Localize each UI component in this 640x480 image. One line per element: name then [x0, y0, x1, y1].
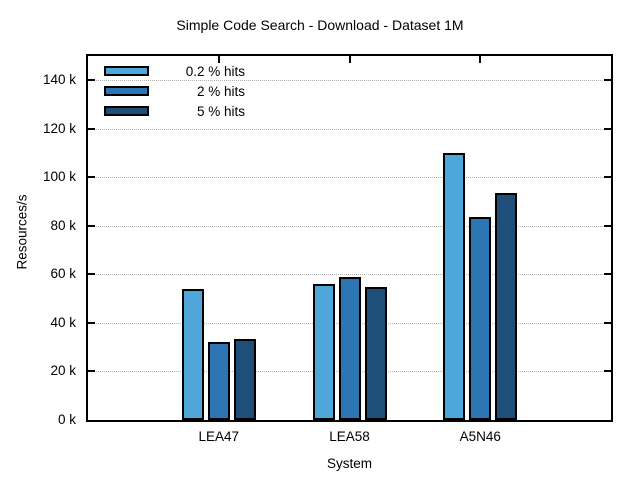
y-tick-label: 100 k — [42, 169, 76, 185]
legend-item: 2 % hits — [104, 81, 245, 101]
legend-item: 5 % hits — [104, 101, 245, 121]
x-tick-mark — [217, 56, 220, 63]
y-tick-mark — [88, 321, 95, 324]
y-tick-mark — [604, 224, 611, 227]
legend-swatch — [104, 86, 149, 96]
bar-lea58-series1 — [338, 276, 361, 420]
y-tick-mark — [604, 127, 611, 130]
legend-swatch — [104, 106, 149, 116]
bar-lea58-series0 — [312, 284, 335, 420]
y-tick-mark — [604, 79, 611, 82]
x-tick-label: A5N46 — [459, 429, 501, 444]
y-tick-mark — [604, 273, 611, 276]
gridline — [88, 128, 611, 130]
legend-label: 0.2 % hits — [185, 63, 245, 79]
x-tick-label: LEA47 — [198, 429, 240, 444]
bar-a5n46-series0 — [443, 153, 466, 420]
y-tick-mark — [604, 370, 611, 373]
x-tick-mark — [348, 56, 351, 63]
y-tick-mark — [88, 273, 95, 276]
plot-area — [86, 54, 613, 422]
legend-item: 0.2 % hits — [104, 61, 245, 81]
legend-swatch — [104, 66, 149, 76]
x-tick-label: LEA58 — [329, 429, 370, 444]
y-tick-mark — [88, 224, 95, 227]
y-tick-label: 120 k — [42, 120, 76, 136]
x-axis-label: System — [326, 456, 372, 471]
gridline — [88, 225, 611, 227]
y-tick-mark — [88, 127, 95, 130]
gridline — [88, 274, 611, 276]
y-tick-mark — [604, 321, 611, 324]
x-tick-mark — [479, 56, 482, 63]
bar-a5n46-series1 — [469, 217, 492, 420]
y-tick-label: 40 k — [50, 314, 76, 330]
y-tick-mark — [88, 370, 95, 373]
gridline — [88, 177, 611, 179]
gridline — [88, 80, 611, 82]
y-tick-label: 80 k — [50, 217, 76, 233]
y-tick-label: 20 k — [50, 363, 76, 379]
chart-title: Simple Code Search - Download - Dataset … — [176, 17, 464, 33]
bar-lea58-series2 — [364, 286, 387, 420]
legend: 0.2 % hits 2 % hits 5 % hits — [104, 61, 245, 121]
bar-lea47-series1 — [207, 342, 230, 420]
bar-a5n46-series2 — [495, 193, 518, 420]
legend-label: 2 % hits — [196, 83, 245, 99]
y-tick-mark — [88, 176, 95, 179]
y-tick-label: 140 k — [42, 72, 76, 88]
bar-lea47-series2 — [233, 338, 256, 420]
y-tick-mark — [604, 176, 611, 179]
legend-label: 5 % hits — [196, 103, 245, 119]
y-tick-mark — [88, 79, 95, 82]
bar-lea47-series0 — [181, 288, 204, 420]
y-tick-label: 0 k — [57, 412, 76, 427]
y-tick-label: 60 k — [50, 266, 76, 282]
